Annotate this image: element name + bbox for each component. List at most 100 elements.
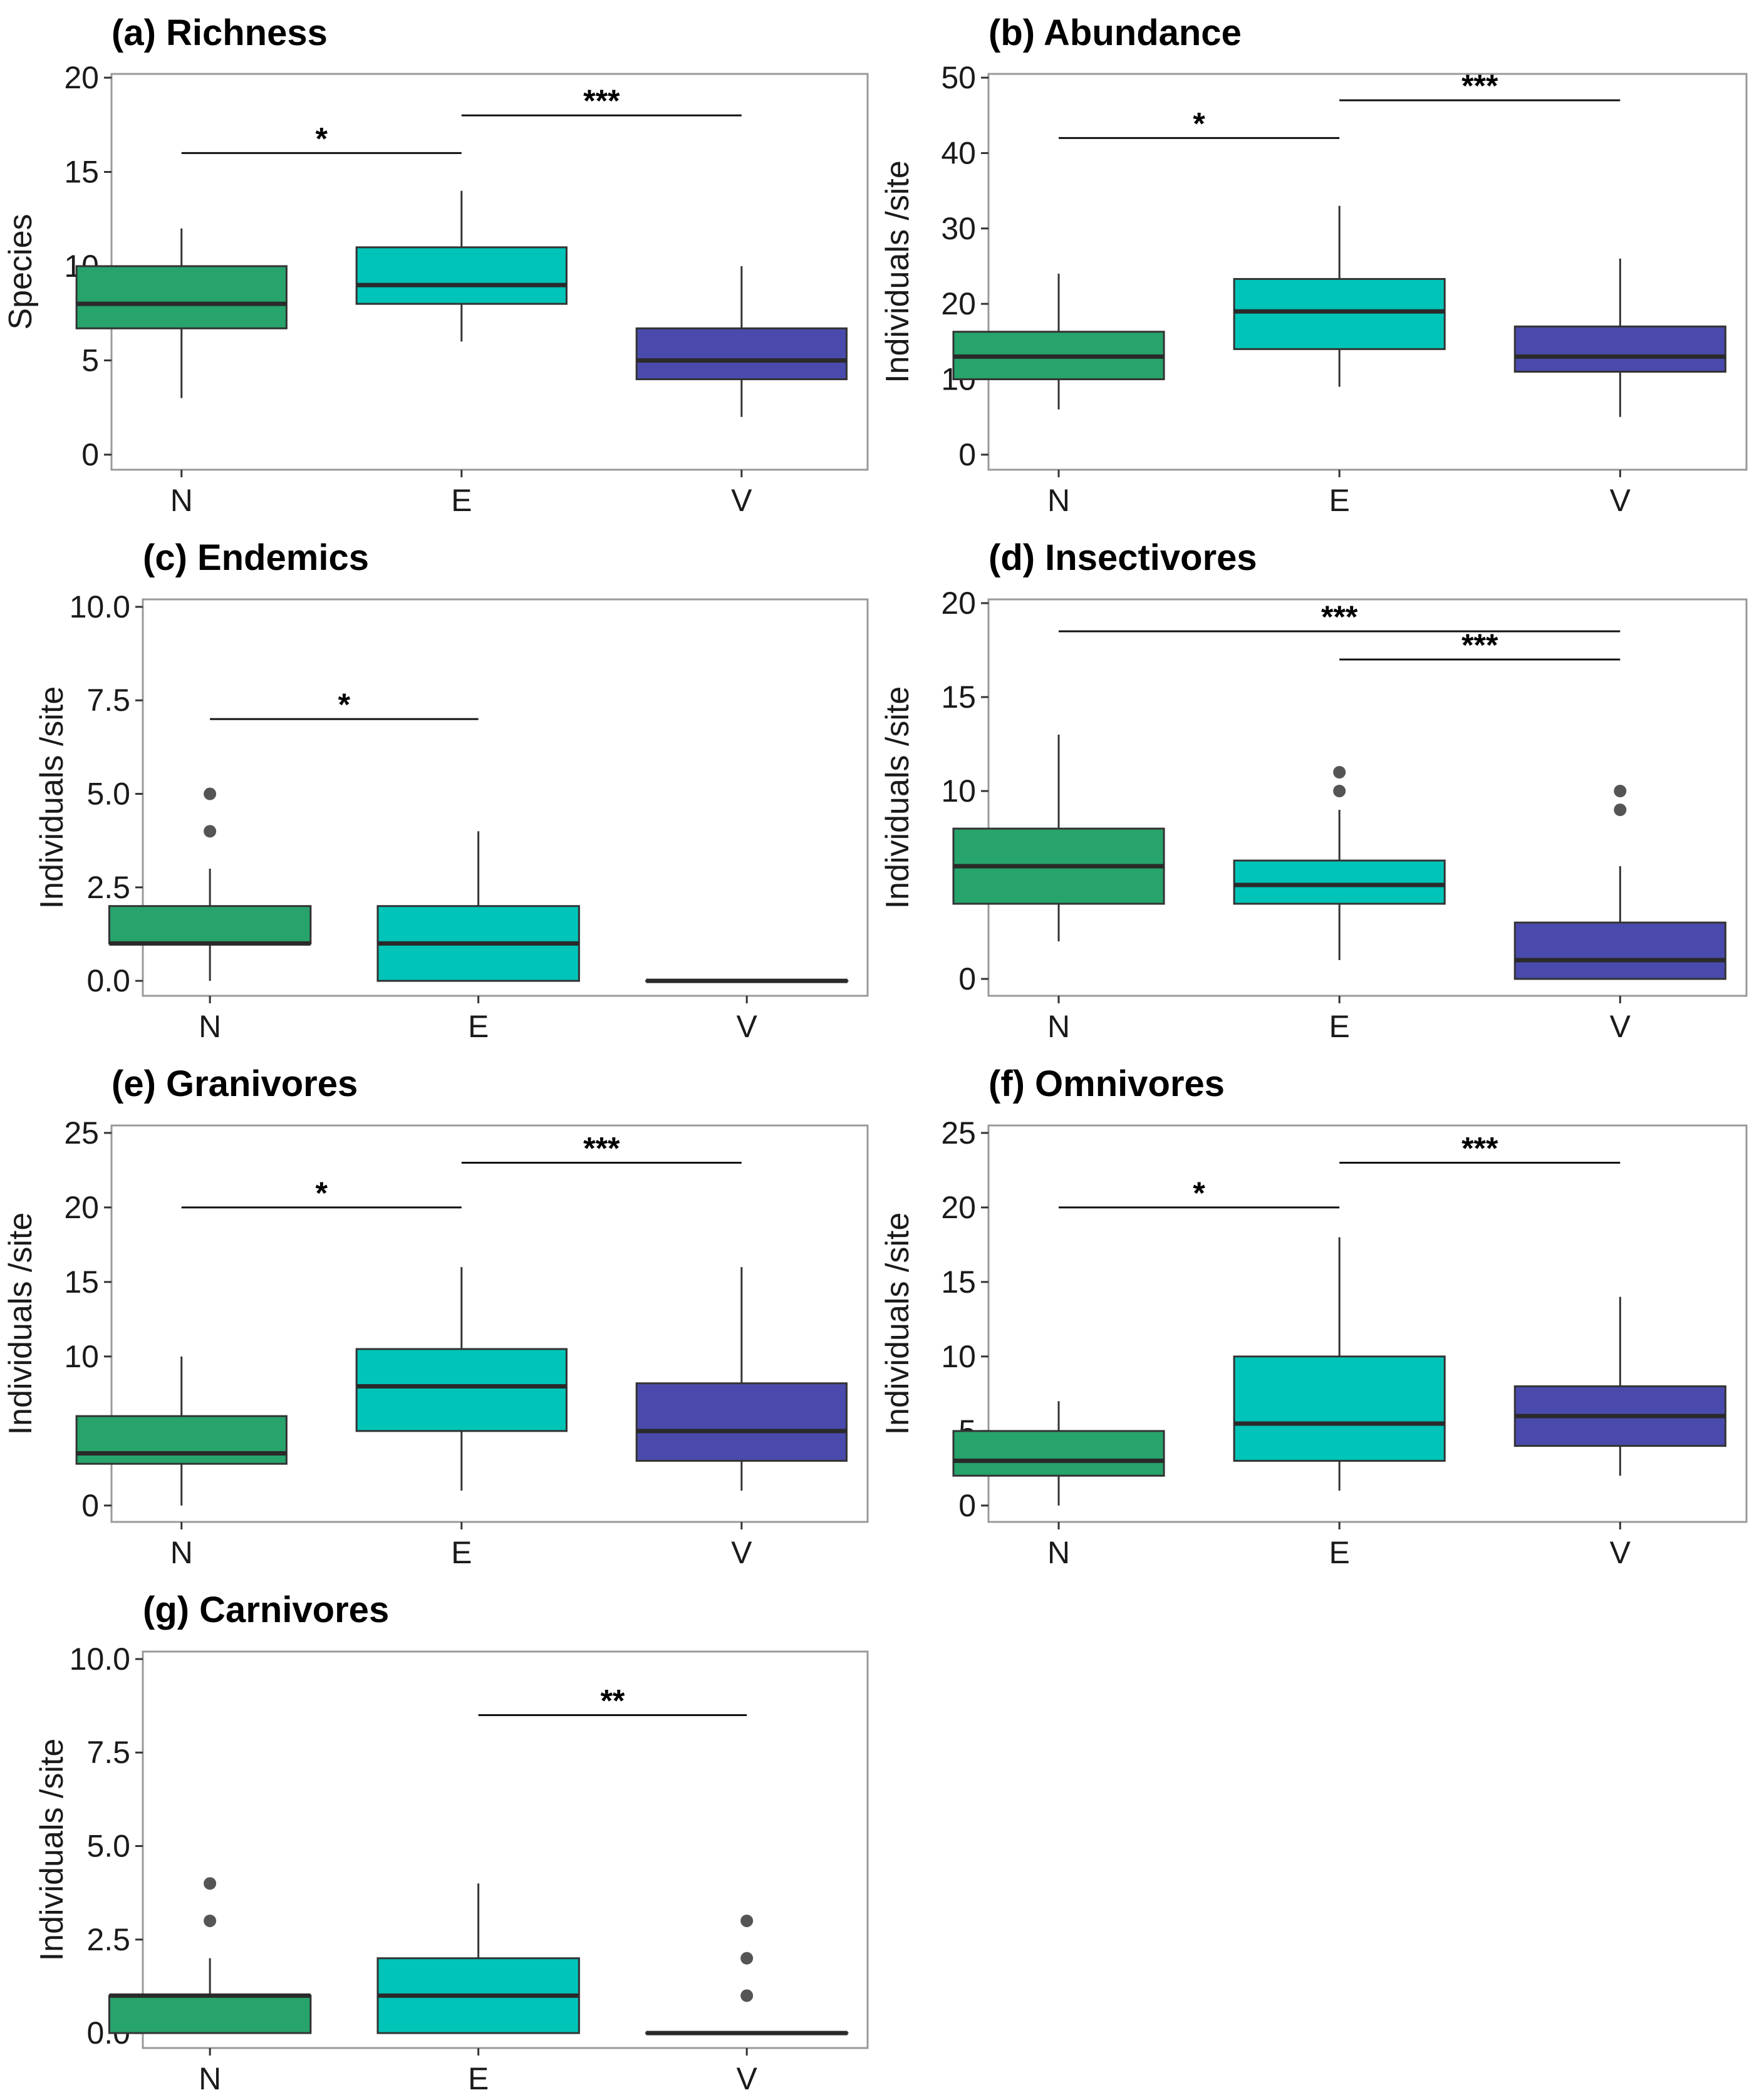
panel-title: (b) Abundance [988, 13, 1242, 53]
y-tick-label: 7.5 [86, 683, 130, 718]
panel-title: (f) Omnivores [988, 1063, 1225, 1104]
box-n [108, 905, 312, 944]
outlier-point-n [204, 825, 217, 838]
y-axis-title: Individuals /site [34, 686, 70, 909]
x-tick-label: E [468, 1009, 489, 1044]
y-tick-label: 0 [958, 437, 976, 472]
y-axis-title: Individuals /site [3, 1213, 39, 1435]
y-tick-label: 25 [64, 1115, 99, 1151]
y-tick-label: 2.5 [86, 870, 130, 905]
x-tick-label: N [170, 1535, 193, 1570]
y-tick-label: 0 [958, 1488, 976, 1523]
y-tick-label: 20 [64, 60, 99, 95]
y-tick-label: 0.0 [86, 963, 130, 998]
y-tick-label: 30 [941, 211, 976, 246]
y-tick-label: 15 [941, 680, 976, 715]
y-tick-label: 40 [941, 135, 976, 170]
outlier-point-v [740, 1952, 754, 1965]
y-tick-label: 15 [64, 1265, 99, 1300]
significance-label: *** [1461, 1130, 1498, 1166]
significance-label: * [1193, 106, 1205, 141]
x-tick-label: V [1610, 1535, 1631, 1570]
x-tick-label: N [1047, 1009, 1070, 1044]
y-axis-title: Individuals /site [34, 1739, 70, 1962]
outlier-point-n [204, 1914, 217, 1927]
outlier-point-v [740, 1989, 754, 2002]
y-tick-label: 20 [941, 586, 976, 621]
y-tick-label: 2.5 [86, 1922, 130, 1957]
y-tick-label: 15 [64, 154, 99, 189]
y-tick-label: 20 [64, 1190, 99, 1225]
significance-label: * [338, 687, 351, 722]
y-tick-label: 10 [941, 1339, 976, 1374]
box-n [75, 1415, 288, 1465]
y-tick-label: 50 [941, 60, 976, 95]
significance-label: * [1193, 1176, 1205, 1211]
box-n [75, 265, 288, 329]
y-axis-title: Species [3, 214, 39, 330]
box-v [1513, 325, 1726, 373]
box-v [635, 1382, 848, 1462]
panel-title: (g) Carnivores [143, 1590, 389, 1630]
box-e [1233, 859, 1446, 905]
x-tick-label: V [731, 483, 752, 518]
outlier-point-v [1614, 804, 1627, 816]
outlier-point-n [204, 1877, 217, 1890]
box-v [1513, 921, 1726, 980]
plot-frame [987, 73, 1748, 471]
x-tick-label: E [1329, 483, 1350, 518]
x-tick-label: V [731, 1535, 752, 1570]
box-n [952, 1430, 1165, 1477]
x-tick-label: E [1329, 1535, 1350, 1570]
panel-title: (e) Granivores [112, 1063, 358, 1104]
panel-title: (c) Endemics [143, 537, 369, 578]
outlier-point-v [1614, 785, 1627, 797]
significance-label: * [316, 121, 328, 156]
y-tick-label: 10 [941, 773, 976, 809]
x-tick-label: E [468, 2061, 489, 2096]
y-axis-title: Individuals /site [880, 686, 916, 909]
x-tick-label: E [451, 483, 472, 518]
box-n [108, 1994, 312, 2034]
outlier-point-e [1333, 785, 1346, 797]
x-tick-label: N [199, 2061, 221, 2096]
x-tick-label: N [170, 483, 193, 518]
panel-title: (a) Richness [112, 13, 328, 53]
box-e [355, 1348, 568, 1432]
x-tick-label: N [1047, 483, 1070, 518]
outlier-point-v [740, 1914, 754, 1927]
x-tick-label: E [1329, 1009, 1350, 1044]
y-tick-label: 20 [941, 286, 976, 321]
y-tick-label: 0 [958, 961, 976, 996]
x-tick-label: E [451, 1535, 472, 1570]
box-e [355, 246, 568, 305]
significance-label: *** [1461, 68, 1498, 103]
significance-label: *** [1321, 599, 1358, 634]
y-tick-label: 0 [81, 1488, 99, 1523]
panel-title: (d) Insectivores [988, 537, 1257, 578]
y-tick-label: 10.0 [70, 589, 130, 624]
y-axis-title: Individuals /site [880, 160, 916, 383]
x-tick-label: N [199, 1009, 221, 1044]
x-tick-label: V [736, 2061, 757, 2096]
y-tick-label: 25 [941, 1115, 976, 1151]
y-axis-title: Individuals /site [880, 1213, 916, 1435]
y-tick-label: 15 [941, 1265, 976, 1300]
x-tick-label: V [1610, 1009, 1631, 1044]
outlier-point-n [204, 787, 217, 800]
box-e [1233, 277, 1446, 350]
box-e [1233, 1355, 1446, 1462]
significance-label: ** [600, 1684, 625, 1719]
y-tick-label: 10 [64, 1339, 99, 1374]
y-tick-label: 5.0 [86, 777, 130, 812]
significance-label: *** [583, 83, 620, 118]
x-tick-label: V [736, 1009, 757, 1044]
significance-label: *** [1461, 628, 1498, 663]
significance-label: * [316, 1176, 328, 1211]
box-v [635, 327, 848, 381]
outlier-point-e [1333, 766, 1346, 778]
x-tick-label: N [1047, 1535, 1070, 1570]
x-tick-label: V [1610, 483, 1631, 518]
y-tick-label: 0 [81, 437, 99, 472]
